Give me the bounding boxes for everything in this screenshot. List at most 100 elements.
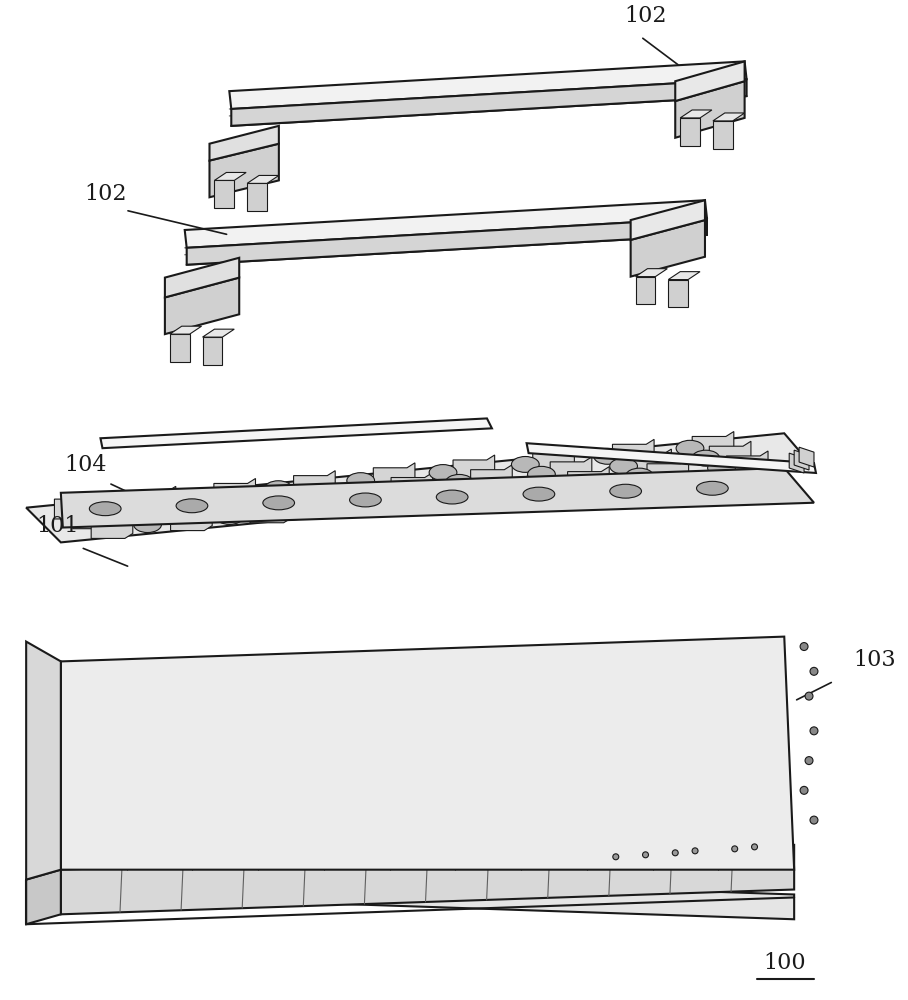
- Ellipse shape: [528, 466, 556, 482]
- Circle shape: [752, 844, 757, 850]
- Polygon shape: [250, 498, 291, 523]
- Circle shape: [810, 727, 818, 735]
- Ellipse shape: [89, 502, 121, 516]
- Polygon shape: [676, 61, 745, 101]
- Polygon shape: [794, 450, 809, 470]
- Polygon shape: [680, 110, 712, 118]
- Ellipse shape: [117, 507, 144, 523]
- Circle shape: [643, 852, 648, 858]
- Circle shape: [800, 643, 808, 650]
- Polygon shape: [311, 480, 353, 505]
- Text: 100: 100: [763, 952, 805, 974]
- Ellipse shape: [264, 481, 292, 497]
- Ellipse shape: [347, 473, 375, 489]
- Ellipse shape: [100, 497, 128, 513]
- Polygon shape: [647, 459, 688, 484]
- Polygon shape: [61, 845, 795, 914]
- Ellipse shape: [199, 499, 227, 515]
- Polygon shape: [26, 433, 814, 542]
- Polygon shape: [489, 474, 529, 499]
- Polygon shape: [631, 220, 705, 277]
- Polygon shape: [533, 447, 575, 472]
- Ellipse shape: [216, 509, 243, 524]
- Polygon shape: [165, 278, 239, 334]
- Polygon shape: [202, 337, 222, 365]
- Polygon shape: [187, 218, 707, 265]
- Ellipse shape: [544, 476, 571, 492]
- Circle shape: [810, 667, 818, 675]
- Polygon shape: [713, 121, 733, 149]
- Ellipse shape: [262, 496, 294, 510]
- Polygon shape: [91, 514, 133, 538]
- Polygon shape: [184, 200, 707, 248]
- Ellipse shape: [461, 484, 489, 500]
- Text: 101: 101: [36, 515, 79, 537]
- Polygon shape: [799, 447, 814, 467]
- Ellipse shape: [133, 517, 162, 533]
- Ellipse shape: [610, 484, 641, 498]
- Circle shape: [805, 757, 813, 765]
- Polygon shape: [568, 467, 609, 491]
- Polygon shape: [373, 463, 415, 488]
- Polygon shape: [230, 61, 746, 109]
- Polygon shape: [214, 180, 234, 208]
- Polygon shape: [214, 478, 255, 503]
- Ellipse shape: [523, 487, 555, 501]
- Polygon shape: [61, 637, 795, 870]
- Ellipse shape: [446, 474, 473, 490]
- Ellipse shape: [511, 456, 539, 472]
- Circle shape: [810, 816, 818, 824]
- Polygon shape: [631, 200, 705, 240]
- Polygon shape: [73, 504, 114, 529]
- Text: 104: 104: [64, 454, 107, 476]
- Polygon shape: [409, 482, 450, 507]
- Polygon shape: [391, 473, 433, 497]
- Polygon shape: [26, 642, 61, 880]
- Polygon shape: [54, 494, 96, 519]
- Ellipse shape: [609, 458, 637, 474]
- Polygon shape: [630, 449, 671, 474]
- Polygon shape: [636, 277, 656, 304]
- Polygon shape: [680, 118, 700, 146]
- Polygon shape: [668, 280, 688, 307]
- Polygon shape: [61, 870, 795, 919]
- Polygon shape: [247, 175, 279, 183]
- Polygon shape: [170, 326, 202, 334]
- Circle shape: [800, 786, 808, 794]
- Polygon shape: [232, 488, 273, 513]
- Polygon shape: [470, 465, 512, 490]
- Ellipse shape: [594, 448, 622, 464]
- Polygon shape: [170, 334, 190, 362]
- Polygon shape: [26, 870, 61, 924]
- Polygon shape: [668, 272, 700, 280]
- Ellipse shape: [363, 483, 391, 498]
- Text: 102: 102: [625, 5, 666, 27]
- Ellipse shape: [429, 465, 457, 480]
- Polygon shape: [232, 79, 746, 126]
- Polygon shape: [210, 126, 279, 161]
- Text: 103: 103: [854, 649, 896, 671]
- Polygon shape: [726, 451, 768, 476]
- Polygon shape: [550, 457, 592, 482]
- Ellipse shape: [696, 481, 728, 495]
- Polygon shape: [247, 183, 267, 211]
- Polygon shape: [214, 172, 246, 180]
- Polygon shape: [527, 443, 816, 473]
- Polygon shape: [101, 418, 492, 448]
- Ellipse shape: [692, 450, 720, 466]
- Circle shape: [672, 850, 678, 856]
- Ellipse shape: [350, 493, 381, 507]
- Circle shape: [613, 854, 618, 860]
- Circle shape: [805, 692, 813, 700]
- Polygon shape: [202, 329, 234, 337]
- Ellipse shape: [380, 492, 408, 508]
- Ellipse shape: [176, 499, 208, 513]
- Polygon shape: [676, 81, 745, 138]
- Polygon shape: [330, 490, 371, 515]
- Ellipse shape: [707, 460, 735, 476]
- Ellipse shape: [626, 468, 654, 484]
- Polygon shape: [165, 258, 239, 297]
- Ellipse shape: [676, 440, 704, 456]
- Polygon shape: [692, 432, 734, 456]
- Text: 102: 102: [84, 183, 127, 205]
